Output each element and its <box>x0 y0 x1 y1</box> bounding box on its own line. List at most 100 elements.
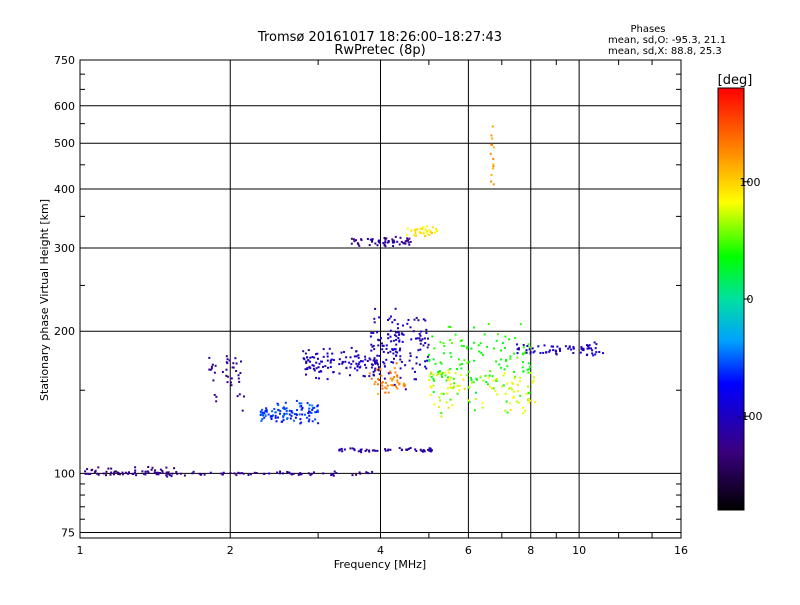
data-point <box>359 472 362 475</box>
data-point <box>481 406 484 409</box>
data-point <box>380 382 383 385</box>
data-point <box>191 472 194 475</box>
data-point <box>397 331 400 334</box>
data-point <box>459 340 462 343</box>
data-point <box>344 360 347 363</box>
data-point <box>370 377 373 380</box>
data-point <box>482 379 485 382</box>
grid-lines <box>80 60 681 538</box>
data-point <box>415 450 418 452</box>
data-point <box>317 410 319 413</box>
data-point <box>501 342 504 344</box>
data-point <box>492 379 495 382</box>
data-point <box>427 337 429 340</box>
data-point <box>527 401 530 404</box>
data-point <box>410 338 413 341</box>
data-point <box>438 371 441 374</box>
data-point <box>132 472 135 475</box>
data-point <box>290 414 293 417</box>
data-point <box>113 470 116 473</box>
data-point <box>161 471 164 474</box>
data-point <box>392 239 395 242</box>
data-point <box>134 466 137 469</box>
data-point <box>307 412 310 415</box>
data-point <box>290 410 293 413</box>
data-point <box>440 362 443 365</box>
data-point <box>393 367 396 370</box>
data-point <box>259 410 262 413</box>
data-point <box>413 318 416 321</box>
data-point <box>415 316 418 319</box>
data-point <box>453 385 456 388</box>
data-point <box>395 338 398 341</box>
data-point <box>331 473 334 476</box>
data-point <box>392 339 395 342</box>
data-point <box>460 344 463 347</box>
data-point <box>228 359 231 362</box>
data-point <box>370 363 373 366</box>
y-axis-ticks: 75 100 200 300 400 500 600 750 <box>54 54 681 539</box>
data-point <box>531 381 534 384</box>
data-point <box>373 348 376 351</box>
data-point <box>498 363 501 366</box>
data-point <box>390 384 393 387</box>
data-point <box>409 326 412 329</box>
data-point <box>352 238 355 241</box>
data-points <box>84 125 604 478</box>
data-point <box>263 472 266 475</box>
data-point <box>230 381 232 384</box>
data-point <box>93 471 96 474</box>
data-point <box>373 369 376 372</box>
data-point <box>239 372 242 374</box>
data-point <box>495 339 498 342</box>
data-point <box>524 351 527 354</box>
data-point <box>365 448 368 451</box>
data-point <box>338 372 341 375</box>
data-point <box>399 376 402 379</box>
data-point <box>376 383 379 386</box>
data-point <box>330 474 333 477</box>
data-point <box>430 372 433 375</box>
data-point <box>528 346 531 349</box>
data-point <box>381 348 384 351</box>
data-point <box>389 370 392 373</box>
data-point <box>595 351 598 354</box>
data-point <box>404 388 407 391</box>
data-point <box>371 345 374 348</box>
data-point <box>475 391 477 394</box>
data-point <box>586 353 589 356</box>
data-point <box>154 469 157 472</box>
x-axis-label: Frequency [MHz] <box>334 558 426 571</box>
data-point <box>333 470 336 473</box>
data-point <box>422 450 424 453</box>
data-point <box>300 402 303 405</box>
data-point <box>433 379 436 382</box>
data-point <box>380 374 383 377</box>
data-point <box>394 235 397 238</box>
data-point <box>144 470 147 473</box>
data-point <box>374 360 377 363</box>
data-point <box>338 449 341 452</box>
data-point <box>374 242 377 245</box>
data-point <box>411 367 414 370</box>
data-point <box>387 391 390 394</box>
data-point <box>364 363 366 366</box>
data-point <box>517 347 520 350</box>
data-point <box>298 402 301 405</box>
data-point <box>124 471 127 474</box>
data-point <box>372 370 375 373</box>
data-point <box>548 350 551 353</box>
data-point <box>291 411 294 414</box>
data-point <box>463 359 466 362</box>
data-point <box>366 238 369 240</box>
data-point <box>316 404 319 407</box>
data-point <box>427 448 430 451</box>
data-point <box>299 472 302 475</box>
data-point <box>450 386 453 389</box>
data-point <box>341 450 344 453</box>
data-point <box>543 344 546 347</box>
data-point <box>452 377 455 380</box>
data-point <box>272 414 275 417</box>
data-point <box>293 413 296 416</box>
data-point <box>393 334 396 337</box>
